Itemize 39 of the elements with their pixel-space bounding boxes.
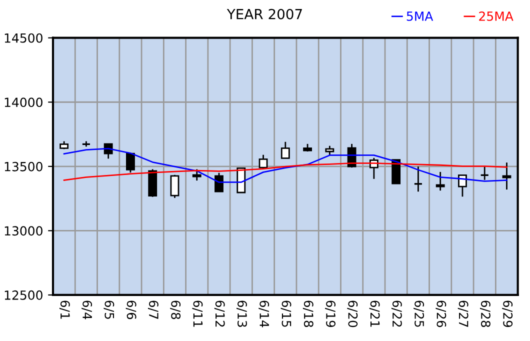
x-tick-label: 6/8 bbox=[170, 300, 181, 320]
x-tick-label: 6/29 bbox=[502, 300, 513, 328]
candlestick bbox=[192, 168, 202, 182]
y-tick-label: 13000 bbox=[4, 226, 42, 236]
x-tick-label: 6/19 bbox=[325, 300, 336, 328]
x-tick-label: 6/28 bbox=[480, 300, 490, 328]
candlestick bbox=[480, 166, 490, 181]
legend-label: 25MA bbox=[479, 11, 514, 21]
candlestick bbox=[280, 141, 290, 159]
x-tick-label: 6/13 bbox=[236, 300, 247, 327]
y-tick-label: 14500 bbox=[4, 33, 42, 43]
x-tick-label: 6/12 bbox=[214, 300, 225, 327]
x-tick-label: 6/14 bbox=[258, 300, 270, 328]
x-tick-label: 6/26 bbox=[436, 300, 446, 328]
legend-label: 5MA bbox=[406, 12, 434, 21]
candlestick bbox=[414, 166, 423, 192]
candlestick bbox=[170, 174, 180, 199]
y-tick-label: 13500 bbox=[4, 162, 42, 172]
x-tick-label: 6/15 bbox=[280, 300, 292, 327]
x-tick-label: 6/20 bbox=[347, 300, 358, 328]
candlestick bbox=[126, 152, 135, 174]
candlestick bbox=[258, 154, 268, 170]
candlestick bbox=[502, 162, 512, 190]
candlestick bbox=[436, 171, 445, 192]
x-tick-label: 6/25 bbox=[414, 300, 424, 327]
x-tick-label: 6/21 bbox=[369, 300, 380, 327]
x-tick-label: 6/11 bbox=[192, 300, 203, 327]
x-tick-label: 6/18 bbox=[302, 300, 314, 328]
candlestick bbox=[325, 145, 334, 156]
x-tick-label: 6/22 bbox=[391, 300, 402, 327]
x-tick-label: 6/6 bbox=[126, 300, 136, 320]
x-tick-label: 6/5 bbox=[104, 300, 114, 319]
y-tick-label: 14000 bbox=[4, 98, 42, 108]
x-tick-label: 6/27 bbox=[458, 300, 468, 327]
y-tick-label: 12500 bbox=[4, 290, 42, 300]
x-tick-label: 6/1 bbox=[59, 300, 70, 319]
x-tick-label: 6/7 bbox=[148, 300, 158, 319]
x-tick-label: 6/4 bbox=[82, 300, 92, 320]
chart-title: YEAR 2007 bbox=[226, 8, 302, 20]
